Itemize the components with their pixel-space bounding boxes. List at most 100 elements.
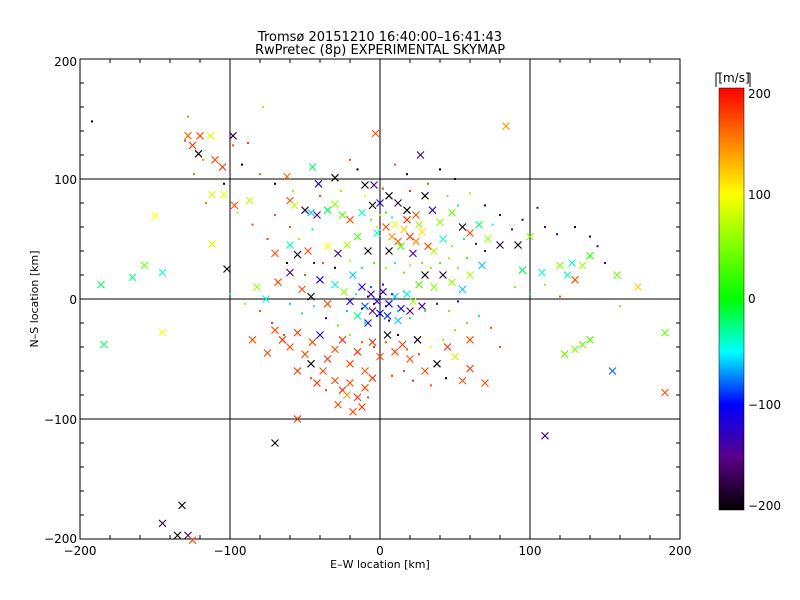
chart-title: Tromsø 20151210 16:40:00–16:41:43	[257, 30, 502, 45]
data-point-dot	[391, 374, 393, 377]
data-point-cross	[398, 340, 407, 349]
data-point-dot	[409, 264, 411, 267]
data-point-dot	[478, 314, 480, 317]
x-tick-label: 200	[669, 544, 692, 558]
data-point-cross	[361, 181, 369, 189]
data-point-cross	[308, 338, 317, 347]
data-point-cross	[397, 242, 405, 251]
data-point-cross	[158, 519, 167, 528]
data-point-cross	[361, 383, 369, 392]
data-point-dot	[370, 218, 372, 221]
data-point-cross	[412, 237, 420, 246]
data-point-dot	[325, 389, 327, 392]
data-point-cross	[560, 350, 569, 359]
data-point-cross	[394, 316, 402, 325]
data-point-dot	[337, 324, 339, 327]
data-point-dot	[349, 334, 351, 336]
y-tick-label: 100	[54, 173, 77, 187]
data-point-cross	[331, 345, 339, 354]
data-point-dot	[361, 307, 363, 310]
data-point-cross	[518, 266, 527, 275]
data-point-cross	[376, 352, 384, 361]
data-point-cross	[383, 331, 392, 339]
data-point-cross	[338, 211, 347, 219]
data-point-dot	[475, 242, 477, 245]
data-point-cross	[353, 393, 362, 402]
data-point-cross	[388, 232, 396, 241]
data-point-cross	[208, 190, 216, 199]
data-point-dot	[391, 216, 393, 219]
data-point-cross	[245, 196, 254, 205]
data-point-cross	[608, 367, 617, 375]
data-point-cross	[364, 319, 372, 327]
data-point-cross	[314, 179, 323, 188]
data-point-dot	[187, 115, 189, 118]
data-point-cross	[293, 367, 302, 375]
data-point-cross	[385, 247, 393, 255]
data-point-dot	[430, 266, 432, 269]
data-point-dot	[283, 334, 285, 336]
data-point-cross	[571, 345, 579, 354]
data-point-dot	[596, 245, 599, 248]
data-point-cross	[484, 235, 492, 243]
plot-area	[79, 58, 681, 545]
data-point-dot	[266, 238, 269, 240]
data-point-cross	[323, 242, 332, 251]
data-point-cross	[409, 249, 417, 258]
data-point-cross	[448, 278, 456, 287]
data-point-dot	[529, 293, 531, 296]
data-point-cross	[458, 285, 467, 294]
data-point-cross	[218, 163, 227, 171]
data-point-cross	[400, 225, 408, 234]
colorbar-tick-label: 0	[748, 292, 756, 306]
data-point-cross	[421, 191, 429, 200]
axis-ticks	[79, 58, 681, 540]
data-point-dot	[313, 262, 315, 264]
data-point-dot	[367, 396, 369, 399]
data-point-dot	[349, 259, 351, 262]
data-point-dot	[484, 204, 486, 207]
data-point-dot	[490, 326, 492, 329]
data-point-cross	[140, 261, 149, 270]
data-point-cross	[331, 280, 339, 289]
data-point-dot	[445, 377, 447, 380]
data-point-cross	[475, 220, 483, 229]
data-point-cross	[262, 295, 270, 303]
data-point-dot	[385, 211, 387, 214]
data-point-cross	[223, 265, 231, 273]
data-points	[91, 106, 669, 545]
data-point-dot	[536, 206, 539, 209]
data-point-dot	[274, 214, 276, 216]
data-point-cross	[376, 199, 384, 207]
data-point-dot	[521, 218, 524, 221]
data-point-cross	[439, 235, 447, 243]
data-point-cross	[466, 364, 474, 373]
data-point-cross	[586, 335, 594, 344]
data-point-dot	[556, 233, 558, 236]
data-point-cross	[406, 232, 414, 241]
data-point-cross	[433, 359, 441, 368]
data-point-dot	[619, 305, 621, 308]
data-point-cross	[415, 280, 423, 289]
data-point-cross	[368, 201, 377, 210]
data-point-cross	[173, 531, 182, 540]
y-axis-label: N–S location [km]	[28, 250, 41, 347]
y-tick-label: −200	[44, 532, 77, 546]
data-point-cross	[316, 275, 324, 284]
data-point-dot	[271, 322, 273, 324]
x-axis-label: E–W location [km]	[330, 558, 430, 571]
data-point-cross	[613, 271, 621, 279]
data-point-cross	[358, 208, 366, 217]
x-tick-labels: −200 −100 0 100 200	[64, 544, 692, 558]
data-point-cross	[418, 227, 426, 236]
data-point-dot	[370, 286, 372, 288]
data-point-cross	[568, 259, 576, 267]
data-point-cross	[283, 172, 291, 181]
data-point-dot	[511, 228, 513, 231]
data-point-cross	[563, 271, 572, 279]
data-point-dot	[457, 266, 459, 269]
data-point-dot	[559, 295, 561, 298]
data-point-cross	[274, 278, 282, 287]
data-point-cross	[358, 283, 366, 291]
data-point-cross	[308, 163, 317, 171]
